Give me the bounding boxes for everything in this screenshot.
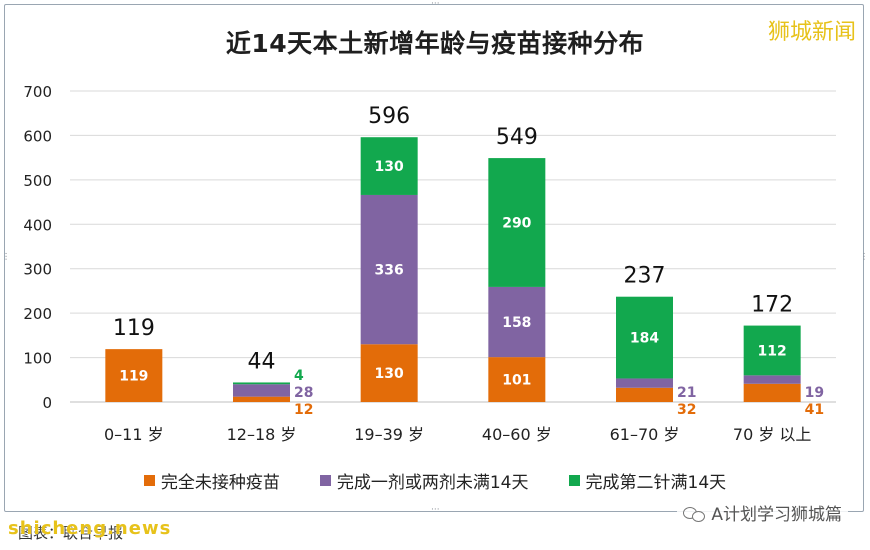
data-label-full: 4	[294, 368, 304, 384]
legend-label-partial: 完成一剂或两剂未满14天	[336, 473, 529, 493]
data-label-partial: 19	[805, 385, 824, 401]
data-label-unvaccinated: 130	[375, 366, 404, 382]
legend-label-full: 完成第二针满14天	[585, 473, 727, 493]
x-tick-label: 0–11 岁	[104, 425, 164, 444]
y-tick-label: 700	[23, 83, 52, 101]
x-tick-label: 70 岁 以上	[733, 425, 812, 444]
bar-total-label: 549	[496, 125, 538, 150]
legend-swatch-full	[568, 475, 580, 486]
bar-segment-full	[616, 296, 673, 379]
source-caption: 图表：联合早报	[18, 524, 124, 542]
legend-label-unvaccinated: 完全未接种疫苗	[160, 473, 280, 493]
bar-segment-partial	[616, 378, 673, 388]
chart-title: 近14天本土新增年龄与疫苗接种分布	[225, 29, 645, 58]
bar-segment-unvaccinated	[105, 349, 163, 402]
data-label-full: 130	[375, 159, 404, 175]
y-tick-label: 200	[23, 305, 52, 323]
legend-item-partial: 完成一剂或两剂未满14天	[319, 468, 529, 493]
bar-total-label: 237	[624, 264, 666, 289]
legend-item-unvaccinated: 完全未接种疫苗	[143, 468, 280, 493]
bar-segment-partial	[360, 194, 418, 345]
data-label-partial: 28	[294, 385, 313, 401]
bar-segment-full	[743, 325, 801, 376]
resize-handle-top[interactable]: ···	[431, 0, 440, 9]
bar-segment-unvaccinated	[360, 344, 418, 402]
y-tick-label: 500	[23, 172, 52, 190]
data-label-full: 184	[630, 331, 659, 347]
watermark-top: 狮城新闻	[767, 20, 856, 45]
legend-swatch-partial	[319, 475, 331, 486]
bar-segment-full	[488, 158, 546, 287]
resize-handle-left[interactable]: ···	[0, 252, 10, 261]
bar-segment-full	[360, 137, 418, 195]
bar-total-label: 172	[751, 293, 793, 318]
wechat-account-tag: A计划学习狮城篇	[677, 499, 848, 526]
data-label-unvaccinated: 101	[502, 373, 531, 389]
data-label-partial: 21	[677, 385, 696, 401]
chart-frame	[4, 4, 864, 512]
y-tick-label: 100	[23, 350, 52, 368]
data-label-unvaccinated: 12	[294, 402, 313, 418]
bar-total-label: 44	[248, 349, 276, 374]
data-label-partial: 158	[502, 315, 531, 331]
data-label-unvaccinated: 32	[677, 402, 696, 418]
data-label-partial: 336	[375, 263, 404, 279]
bar-segment-partial	[743, 375, 801, 384]
y-tick-label: 600	[23, 127, 52, 145]
bar-segment-unvaccinated	[233, 396, 290, 402]
x-tick-label: 19–39 岁	[354, 425, 424, 444]
chart-legend: 完全未接种疫苗 完成一剂或两剂未满14天 完成第二针满14天	[0, 468, 870, 493]
data-label-unvaccinated: 41	[805, 402, 824, 418]
legend-swatch-unvaccinated	[143, 475, 155, 486]
legend-item-full: 完成第二针满14天	[568, 468, 727, 493]
bar-segment-unvaccinated	[488, 357, 546, 402]
resize-handle-bottom[interactable]: ···	[431, 505, 440, 515]
y-tick-label: 300	[23, 261, 52, 279]
bar-segment-partial	[233, 384, 290, 397]
bar-segment-partial	[488, 286, 546, 358]
x-tick-label: 61–70 岁	[610, 425, 680, 444]
bar-segment-unvaccinated	[616, 387, 673, 402]
resize-handle-right[interactable]: ···	[858, 252, 868, 261]
data-label-unvaccinated: 119	[119, 369, 148, 385]
x-tick-label: 12–18 岁	[227, 425, 297, 444]
data-label-full: 290	[502, 216, 531, 232]
wechat-icon	[683, 505, 706, 522]
wechat-account-label: A计划学习狮城篇	[711, 505, 842, 525]
bar-segment-full	[233, 382, 290, 385]
bar-segment-unvaccinated	[743, 383, 801, 402]
bar-total-label: 596	[368, 104, 410, 129]
data-label-full: 112	[758, 343, 787, 359]
x-tick-label: 40–60 岁	[482, 425, 552, 444]
y-tick-label: 0	[42, 394, 52, 412]
y-tick-label: 400	[23, 216, 52, 234]
bar-total-label: 119	[113, 316, 155, 341]
watermark-bottom: shicheng.news	[8, 518, 172, 539]
